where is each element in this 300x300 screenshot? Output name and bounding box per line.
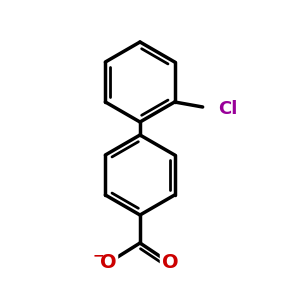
Text: O: O [162, 254, 178, 272]
Text: O: O [100, 254, 116, 272]
Text: −: − [92, 248, 104, 262]
Text: Cl: Cl [218, 100, 237, 118]
